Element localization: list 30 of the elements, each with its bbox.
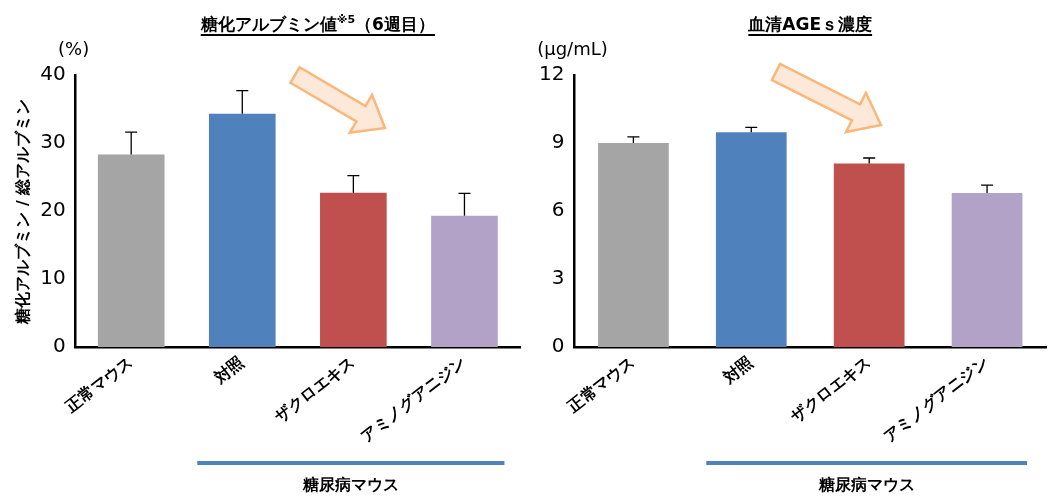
bar [431,215,498,348]
x-tick-label: 正常マウス [562,352,639,417]
x-tick-label: アミノグアニジン [356,352,470,446]
bar [598,143,669,348]
y-tick-label: 10 [40,265,66,290]
x-tick-label: ザクロエキス [271,352,359,427]
y-tick-label: 3 [551,265,565,290]
x-tick-label: ザクロエキス [786,352,875,427]
text: 糖尿病マウス [301,475,399,494]
y-tick-label: 12 [539,61,565,86]
bar [833,163,905,348]
y-tick-label: 9 [551,129,565,154]
y-axis-title: 糖化アルブミン / 総アルブミン [12,98,32,325]
y-tick-label: 0 [551,333,565,358]
bar [715,132,787,348]
x-tick-label: 対照 [718,352,757,388]
y-tick-label: 40 [40,61,66,86]
text: (%) [58,38,90,59]
text: 糖尿病マウス [817,475,915,494]
bar [208,113,276,348]
y-tick-label: 20 [40,197,66,222]
bar [951,192,1023,348]
bar [320,192,387,348]
bar [97,154,165,348]
y-tick-label: 6 [551,197,565,222]
y-tick-label: 30 [40,129,66,154]
chart-title: 血清AGEｓ濃度 [747,14,873,34]
x-tick-label: アミノグアニジン [879,352,993,446]
x-tick-label: 対照 [209,352,248,388]
y-axis-title: (μg/mL) [537,38,608,59]
